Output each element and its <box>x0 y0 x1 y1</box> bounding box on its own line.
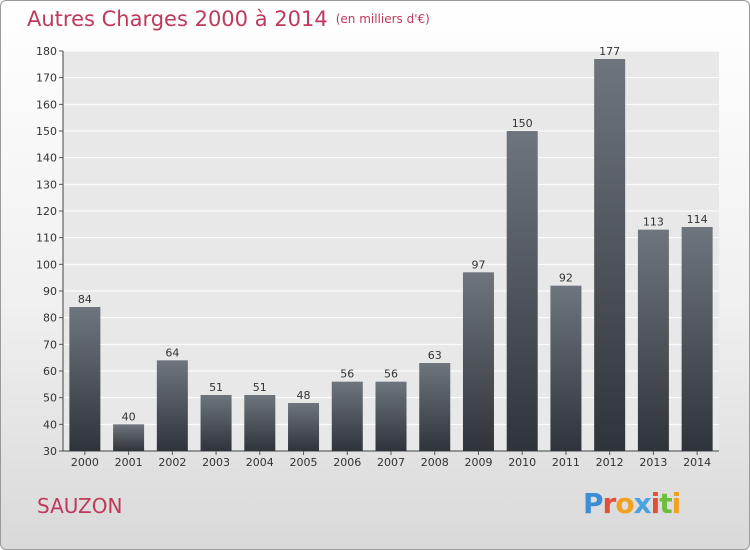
value-label-2007: 56 <box>384 368 398 381</box>
value-label-2002: 64 <box>165 346 179 359</box>
x-tick-label-2014: 2014 <box>683 456 711 469</box>
value-label-2014: 114 <box>687 213 708 226</box>
y-tick-label: 100 <box>36 258 57 271</box>
value-label-2003: 51 <box>209 381 223 394</box>
y-tick-label: 90 <box>43 285 57 298</box>
proxiti-logo: Proxiti <box>583 487 682 520</box>
bar-2003 <box>200 395 232 451</box>
value-label-2005: 48 <box>297 389 311 402</box>
logo-letter: x <box>633 487 652 520</box>
y-tick-label: 60 <box>43 365 57 378</box>
bar-2013 <box>637 229 669 451</box>
value-label-2006: 56 <box>340 368 354 381</box>
x-tick-label-2011: 2011 <box>552 456 580 469</box>
value-label-2010: 150 <box>512 117 533 130</box>
y-tick-label: 150 <box>36 125 57 138</box>
x-tick-label-2006: 2006 <box>333 456 361 469</box>
x-tick-label-2003: 2003 <box>202 456 230 469</box>
logo-letter: t <box>659 487 672 520</box>
value-label-2004: 51 <box>253 381 267 394</box>
y-tick-label: 70 <box>43 338 57 351</box>
logo-letter: i <box>650 487 661 520</box>
bar-2012 <box>594 59 626 451</box>
y-tick-label: 80 <box>43 312 57 325</box>
bar-2000 <box>69 307 101 451</box>
bar-2011 <box>550 285 582 451</box>
x-tick-label-2012: 2012 <box>596 456 624 469</box>
y-tick-label: 160 <box>36 98 57 111</box>
value-label-2011: 92 <box>559 272 573 285</box>
value-label-2009: 97 <box>471 258 485 271</box>
value-label-2001: 40 <box>122 410 136 423</box>
y-tick-label: 140 <box>36 152 57 165</box>
logo-letter: o <box>615 487 634 520</box>
y-tick-label: 110 <box>36 232 57 245</box>
y-tick-label: 130 <box>36 178 57 191</box>
bar-2001 <box>113 424 145 451</box>
x-tick-label-2010: 2010 <box>508 456 536 469</box>
bar-2007 <box>375 381 407 451</box>
x-tick-label-2009: 2009 <box>464 456 492 469</box>
x-tick-label-2007: 2007 <box>377 456 405 469</box>
x-tick-label-2005: 2005 <box>290 456 318 469</box>
y-tick-label: 50 <box>43 392 57 405</box>
bar-2006 <box>331 381 363 451</box>
y-tick-label: 40 <box>43 418 57 431</box>
value-label-2013: 113 <box>643 216 664 229</box>
town-name: SAUZON <box>37 494 123 518</box>
y-tick-label: 180 <box>36 45 57 58</box>
y-tick-label: 170 <box>36 72 57 85</box>
value-label-2012: 177 <box>599 45 620 58</box>
chart-title: Autres Charges 2000 à 2014 (en milliers d… <box>27 7 430 31</box>
logo-letter: r <box>602 487 617 520</box>
x-tick-label-2008: 2008 <box>421 456 449 469</box>
x-tick-label-2004: 2004 <box>246 456 274 469</box>
x-tick-label-2000: 2000 <box>71 456 99 469</box>
logo-letter: i <box>671 487 682 520</box>
x-tick-label-2002: 2002 <box>158 456 186 469</box>
bar-2014 <box>681 227 713 451</box>
value-label-2008: 63 <box>428 349 442 362</box>
y-tick-label: 120 <box>36 205 57 218</box>
value-label-2000: 84 <box>78 293 92 306</box>
bar-2002 <box>156 360 188 451</box>
bar-2009 <box>462 272 494 451</box>
bar-2010 <box>506 131 538 451</box>
y-tick-label: 30 <box>43 445 57 458</box>
bar-2005 <box>288 403 320 451</box>
chart-subtitle: (en milliers d'€) <box>335 12 430 26</box>
bar-2004 <box>244 395 276 451</box>
logo-letter: P <box>583 487 604 520</box>
x-tick-label-2013: 2013 <box>639 456 667 469</box>
x-tick-label-2001: 2001 <box>115 456 143 469</box>
bar-2008 <box>419 363 451 451</box>
